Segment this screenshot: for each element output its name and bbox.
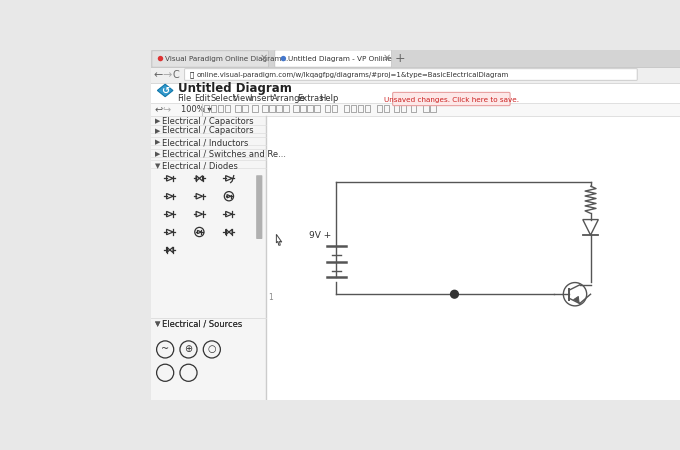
Text: ↩: ↩ [155, 105, 163, 115]
Text: ▼: ▼ [155, 321, 160, 327]
Text: Electrical / Sources: Electrical / Sources [162, 319, 242, 328]
Bar [351, 105, 356, 112]
Bar [411, 105, 416, 112]
Bar [204, 105, 209, 112]
Bar [218, 105, 224, 112]
Text: ▶: ▶ [155, 118, 160, 125]
Text: ×: × [260, 54, 268, 63]
Text: Electrical / Capacitors: Electrical / Capacitors [162, 117, 254, 126]
Bar [394, 105, 399, 112]
Bar [324, 105, 330, 112]
Circle shape [158, 56, 163, 61]
Bar [252, 105, 258, 112]
Text: ↺: ↺ [161, 86, 169, 95]
Text: +: + [394, 52, 405, 65]
Bar [151, 103, 680, 116]
Text: ×: × [383, 54, 391, 63]
Text: ⊕: ⊕ [184, 344, 192, 355]
Text: Extras: Extras [297, 94, 324, 103]
Bar [384, 105, 389, 112]
Bar [314, 105, 320, 112]
Bar [307, 105, 313, 112]
FancyBboxPatch shape [256, 175, 262, 239]
Bar [424, 105, 429, 112]
Text: Insert: Insert [250, 94, 274, 103]
Bar [269, 105, 275, 112]
Text: ▶: ▶ [155, 140, 160, 145]
Text: Select: Select [211, 94, 237, 103]
Bar [151, 67, 680, 83]
Bar [151, 116, 267, 400]
Text: Electrical / Capacitors: Electrical / Capacitors [162, 126, 254, 135]
Circle shape [451, 290, 458, 298]
Bar [151, 50, 680, 67]
Text: Electrical / Diodes: Electrical / Diodes [162, 162, 238, 171]
FancyBboxPatch shape [152, 51, 269, 67]
Bar [332, 105, 337, 112]
Text: Arrange: Arrange [272, 94, 305, 103]
Bar [267, 116, 680, 400]
Bar [430, 105, 436, 112]
Text: Electrical / Sources: Electrical / Sources [162, 319, 242, 328]
Text: Visual Paradigm Online Diagram...: Visual Paradigm Online Diagram... [165, 55, 288, 62]
Bar [344, 105, 350, 112]
Text: 9V +: 9V + [309, 230, 331, 239]
FancyBboxPatch shape [275, 50, 392, 67]
Text: C: C [173, 70, 180, 80]
Text: ▶: ▶ [155, 151, 160, 157]
Text: ▶: ▶ [155, 128, 160, 134]
Text: Edit: Edit [194, 94, 210, 103]
Text: ▼: ▼ [155, 163, 160, 169]
Bar [242, 105, 248, 112]
Bar [294, 105, 299, 112]
Text: ○: ○ [207, 344, 216, 355]
FancyBboxPatch shape [392, 92, 510, 106]
Text: Help: Help [320, 94, 339, 103]
Text: Untitled Diagram - VP Online: Untitled Diagram - VP Online [288, 55, 392, 62]
Bar [225, 105, 231, 112]
Bar [401, 105, 406, 112]
Text: 100% ▾: 100% ▾ [181, 105, 211, 114]
Text: →: → [162, 70, 171, 80]
Bar [151, 83, 680, 103]
Text: Unsaved changes. Click here to save.: Unsaved changes. Click here to save. [384, 97, 519, 103]
Bar [211, 105, 216, 112]
Text: 🔒: 🔒 [190, 72, 194, 78]
Bar [235, 105, 241, 112]
Bar [284, 105, 289, 112]
Text: ▼: ▼ [155, 321, 160, 327]
Bar [358, 105, 364, 112]
Text: ~: ~ [161, 344, 169, 355]
Text: Electrical / Switches and Re...: Electrical / Switches and Re... [162, 150, 286, 159]
Circle shape [281, 56, 286, 61]
Bar [365, 105, 371, 112]
Text: File: File [177, 94, 192, 103]
Text: ←: ← [154, 70, 163, 80]
Text: online.visual-paradigm.com/w/lkqagfpg/diagrams/#proj=1&type=BasicElectricalDiagr: online.visual-paradigm.com/w/lkqagfpg/di… [197, 72, 509, 78]
Polygon shape [157, 84, 173, 97]
Text: Untitled Diagram: Untitled Diagram [177, 82, 292, 95]
Polygon shape [276, 234, 282, 245]
Text: ↪: ↪ [163, 105, 171, 115]
Bar [377, 105, 382, 112]
Bar [276, 105, 282, 112]
FancyBboxPatch shape [184, 69, 637, 81]
Text: Electrical / Inductors: Electrical / Inductors [162, 138, 248, 147]
Text: 1: 1 [269, 293, 273, 302]
Text: View: View [233, 94, 253, 103]
Bar [301, 105, 306, 112]
Bar [262, 105, 268, 112]
